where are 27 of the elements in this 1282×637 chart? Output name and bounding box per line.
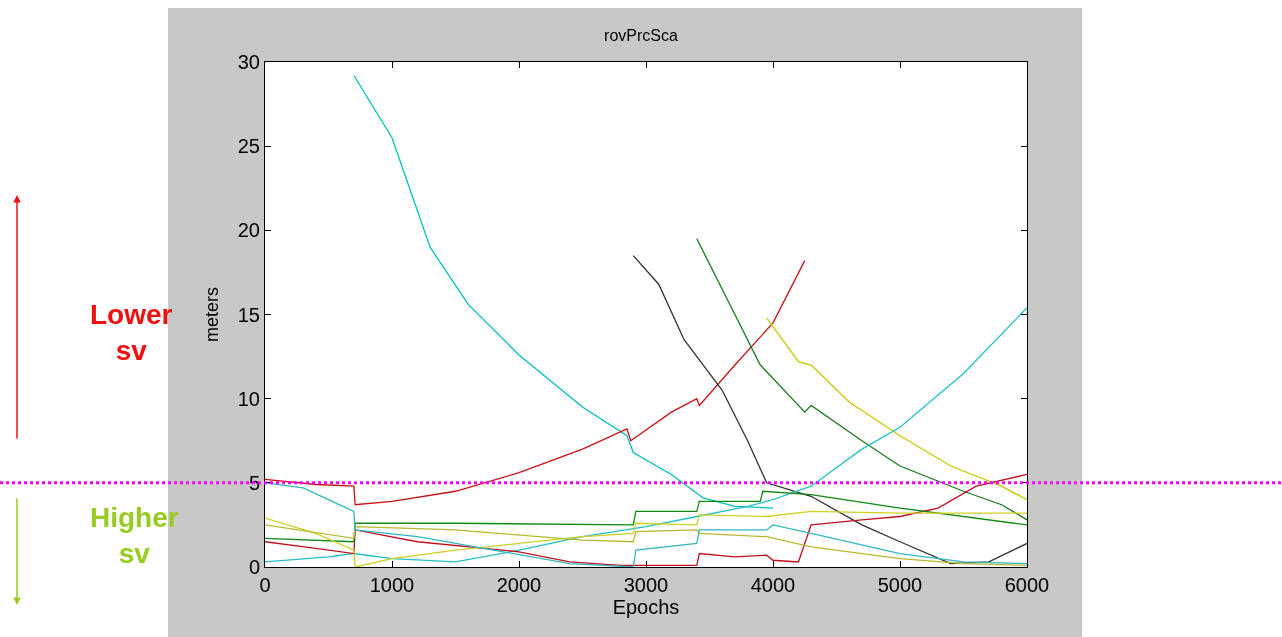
y-axis-title: meters — [201, 286, 222, 343]
x-axis-title: Epochs — [612, 596, 680, 618]
line-series — [632, 254, 1027, 565]
line-series — [265, 490, 1027, 543]
chart-title: rovPrcSca — [604, 26, 678, 44]
y-tick-label: 0 — [248, 556, 260, 578]
x-tick-label: 3000 — [623, 574, 669, 596]
line-series — [265, 307, 1027, 563]
line-series — [265, 259, 806, 506]
x-tick-label: 2000 — [496, 574, 542, 596]
y-tick-label: 30 — [237, 51, 260, 73]
y-tick-label: 20 — [237, 219, 260, 242]
x-tick-label: 6000 — [1004, 574, 1050, 596]
y-tick-label: 15 — [237, 303, 260, 326]
text: Lower sv — [90, 299, 173, 367]
line-series — [696, 238, 1027, 521]
line-series — [265, 510, 1027, 567]
line-series — [766, 317, 1027, 501]
line-series — [353, 74, 774, 509]
x-tick-label: 4000 — [750, 574, 796, 596]
x-tick-label: 5000 — [877, 574, 923, 596]
line-series — [265, 524, 1027, 566]
y-tick-label: 25 — [237, 135, 260, 158]
text: Higher sv — [90, 502, 179, 570]
y-tick-label: 5 — [248, 471, 260, 494]
y-tick-label: 10 — [237, 387, 260, 410]
x-tick-label: 1000 — [369, 574, 415, 596]
